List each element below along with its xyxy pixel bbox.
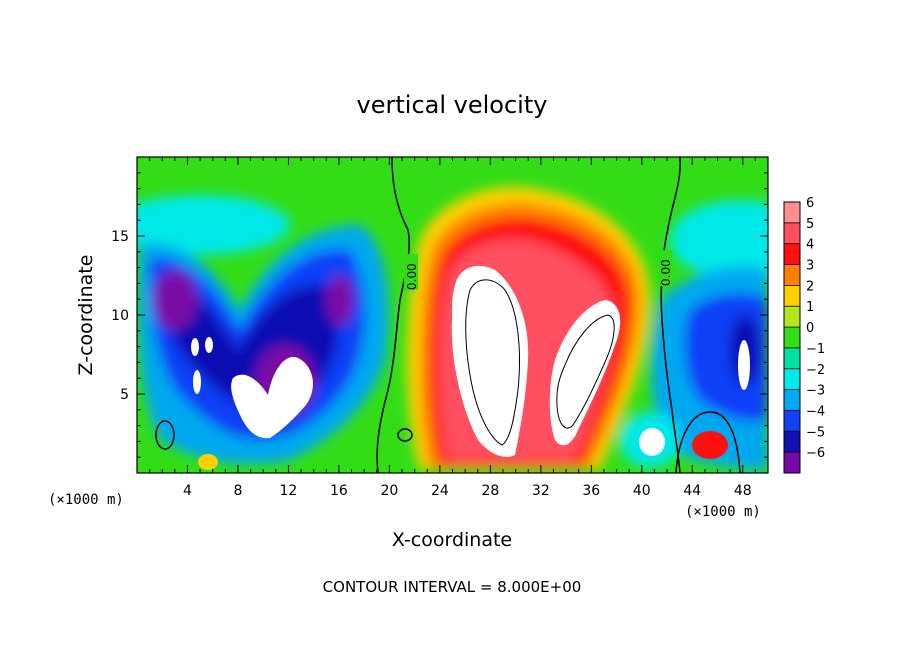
core-contour-left	[465, 279, 520, 446]
colorbar: 6 5 4 3 2 1 0 −1 −2 −3 −4 −5 −6	[783, 196, 825, 474]
core-contours	[465, 279, 615, 446]
purple-core-upper	[326, 275, 354, 325]
zero-contour-right	[660, 157, 681, 473]
x-axis-label: X-coordinate	[392, 529, 512, 551]
x-tick-label: 28	[481, 483, 499, 499]
colorbar-swatch	[784, 202, 800, 223]
core-contour-right	[556, 314, 615, 429]
x-tick-label: 40	[633, 483, 651, 499]
cyan-band-right	[670, 200, 768, 280]
colorbar-label: 0	[806, 321, 814, 336]
contour-label-left: 0.00	[405, 263, 419, 290]
downdraft-white-left	[231, 356, 313, 439]
colorbar-swatch	[784, 431, 800, 453]
contour-label-bg-right	[658, 250, 672, 286]
colorbar-label: 5	[806, 217, 814, 232]
colorbar-label: 6	[806, 196, 814, 211]
colorbar-label: −6	[806, 446, 825, 461]
y-tick-label: 15	[111, 229, 129, 245]
colorbar-label: 4	[806, 238, 814, 253]
y-axis-label: Z-coordinate	[75, 255, 97, 376]
colorbar-label: −3	[806, 384, 825, 399]
y-tick-label: 5	[120, 387, 129, 403]
zero-contour-left	[376, 157, 410, 473]
x-unit-label-left: (×1000 m)	[48, 492, 124, 508]
colorbar-swatch	[784, 368, 800, 390]
x-tick-label: 24	[431, 483, 449, 499]
x-tick-label: 32	[532, 483, 550, 499]
x-unit-label-right: (×1000 m)	[685, 504, 761, 520]
x-tick-label: 16	[330, 483, 348, 499]
colorbar-swatch	[784, 264, 800, 286]
colorbar-label: −1	[806, 342, 825, 357]
x-tick-label: 44	[683, 483, 701, 499]
colorbar-swatch	[784, 285, 800, 307]
contour-label-bg-left	[404, 254, 418, 290]
x-tick-label: 4	[183, 483, 192, 499]
x-tick-label: 48	[734, 483, 752, 499]
x-tick-label: 8	[233, 483, 242, 499]
colorbar-label: 3	[806, 259, 814, 274]
updraft-yellow-spot	[198, 454, 218, 470]
zero-contour-small-left	[155, 420, 175, 450]
zero-contours	[155, 157, 741, 473]
colorbar-swatch	[784, 306, 800, 328]
velocity-field: 0.00 0.00	[137, 157, 768, 473]
y-tick-label: 10	[111, 308, 129, 324]
zero-contour-small-mid	[397, 428, 413, 442]
colorbar-label: −4	[806, 404, 825, 419]
colorbar-swatch	[784, 222, 800, 244]
contour-label-right: 0.00	[659, 259, 673, 286]
x-tick-label: 20	[380, 483, 398, 499]
zero-contour-base-right	[675, 411, 741, 473]
cyan-band-left	[137, 195, 290, 255]
colorbar-swatch	[784, 347, 800, 369]
downdraft-white-spot-a	[191, 338, 199, 356]
contour-interval-note: CONTOUR INTERVAL = 8.000E+00	[323, 578, 582, 596]
x-axis-ticks: 4 8 12 16 20 24 28 32 36 40 44 48	[149, 157, 756, 499]
downdraft-white-right	[738, 340, 750, 390]
colorbar-label: −2	[806, 363, 825, 378]
colorbar-swatch	[784, 327, 800, 348]
colorbar-label: 2	[806, 279, 814, 294]
colorbar-label: −5	[806, 425, 825, 440]
colorbar-swatch	[784, 243, 800, 265]
downdraft-white-spot-c	[193, 370, 201, 394]
updraft-core-left	[451, 265, 529, 457]
updraft-red-spot	[692, 431, 728, 459]
x-tick-label: 12	[280, 483, 298, 499]
purple-core-left	[153, 270, 197, 330]
y-axis-ticks: 5 10 15	[111, 172, 768, 458]
downdraft-white-base	[639, 428, 665, 456]
colorbar-label: 1	[806, 300, 814, 315]
x-tick-label: 36	[582, 483, 600, 499]
colorbar-swatch	[784, 410, 800, 432]
colorbar-swatch	[784, 389, 800, 411]
chart-title: vertical velocity	[357, 91, 548, 119]
colorbar-swatch	[784, 452, 800, 473]
updraft-core-right	[549, 300, 621, 446]
downdraft-white-spot-b	[205, 337, 213, 353]
